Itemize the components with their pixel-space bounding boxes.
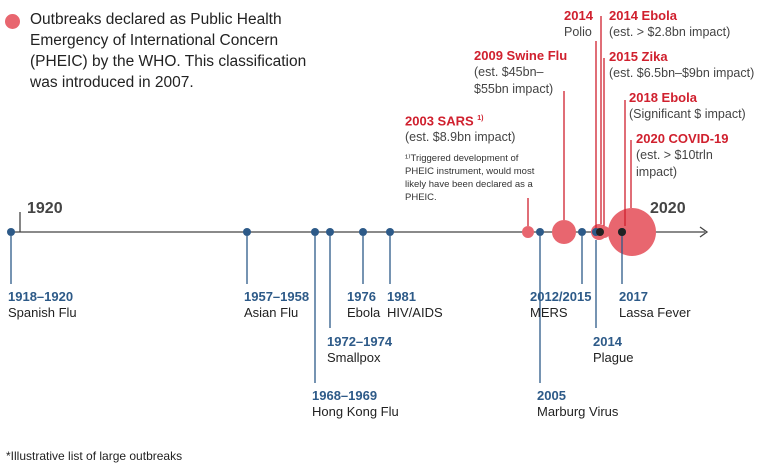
ebola-1976-dot [359,228,367,236]
event-years: 2017 [619,289,648,304]
event-years: 2005 [537,388,566,403]
event-years: 1968–1969 [312,388,378,403]
event-smallpox: 1972–1974 Smallpox [327,334,392,366]
event-years: 2014 [593,334,622,349]
event-years: 2012/2015 [530,289,592,304]
pheic-title: 2018 Ebola [629,90,697,105]
mers-dot [536,228,544,236]
pheic-impact: (est. > $10trln impact) [636,148,713,179]
pheic-impact: (est. > $2.8bn impact) [609,25,731,39]
event-lassa: 2017 Lassa Fever [619,289,691,321]
event-asian-flu: 1957–1958 Asian Flu [244,289,309,321]
asian-flu-dot [243,228,251,236]
pheic-title: 2014 [564,8,593,23]
event-years: 1976 [347,289,376,304]
event-years: 1981 [387,289,416,304]
axis-start-label: 1920 [27,200,63,217]
swine-flu-bubble [552,220,576,244]
event-hiv-aids: 1981 HIV/AIDS [387,289,443,321]
event-name: Spanish Flu [8,305,77,320]
pheic-ebola-2014: 2014 Ebola (est. > $2.8bn impact) [609,8,730,41]
sars-note: ¹⁾Triggered development of PHEIC instrum… [405,153,535,204]
event-name: Marburg Virus [537,404,619,419]
event-name: Plague [593,350,634,365]
hong-kong-flu-dot [311,228,319,236]
pheic-title: 2015 Zika [609,49,668,64]
marburg-dot [578,228,586,236]
pheic-covid: 2020 COVID-19 (est. > $10trln impact) [636,131,746,181]
spanish-flu-dot [7,228,15,236]
pheic-impact: (Significant $ impact) [629,107,746,121]
event-years: 1957–1958 [244,289,310,304]
event-name: Ebola [347,305,381,320]
footnote: *Illustrative list of large outbreaks [6,449,183,463]
pheic-impact: (est. $6.5bn–$9bn impact) [609,66,755,80]
event-name: Hong Kong Flu [312,404,399,419]
hiv-aids-dot [386,228,394,236]
event-spanish-flu: 1918–1920 Spanish Flu [8,289,77,321]
pheic-legend-dot [5,14,20,29]
pheic-legend-text: Outbreaks declared as Public Health Emer… [30,11,307,91]
event-name: MERS [530,305,568,320]
smallpox-dot [326,228,334,236]
pheic-impact: (est. $45bn–$55bn impact) [474,65,554,96]
pheic-polio: 2014 Polio [564,8,593,41]
event-name: Asian Flu [244,305,299,320]
ebola-2014-dark-dot [596,228,604,236]
event-years: 1918–1920 [8,289,74,304]
pheic-impact: (est. $8.9bn impact) [405,130,516,145]
axis-end-label: 2020 [650,200,686,217]
event-years: 1972–1974 [327,334,393,349]
pheic-sars: 2003 SARS 1) (est. $8.9bn impact) ¹⁾Trig… [405,111,537,204]
event-mers: 2012/2015 MERS [530,289,591,321]
event-plague: 2014 Plague [593,334,633,366]
pheic-impact: Polio [564,25,592,39]
event-name: Smallpox [327,350,381,365]
footnote-marker: 1) [477,115,484,122]
pheic-title: 2020 COVID-19 [636,131,729,146]
axis-arrow-icon [699,226,709,238]
covid-dark-dot [618,228,626,236]
pheic-title: 2009 Swine Flu [474,48,568,63]
covid-bubble [608,208,656,256]
pheic-title: 2014 Ebola [609,8,677,23]
pheic-title: 2003 SARS 1) [405,113,484,129]
event-name: HIV/AIDS [387,305,443,320]
sars-bubble [522,226,534,238]
event-hong-kong-flu: 1968–1969 Hong Kong Flu [312,388,399,420]
event-name: Lassa Fever [619,305,691,320]
pheic-ebola-2018: 2018 Ebola (Significant $ impact) [629,90,746,123]
event-marburg: 2005 Marburg Virus [537,388,618,420]
pheic-swine-flu: 2009 Swine Flu (est. $45bn–$55bn impact) [474,48,568,98]
pheic-zika: 2015 Zika (est. $6.5bn–$9bn impact) [609,49,754,82]
event-ebola-1976: 1976 Ebola [347,289,380,321]
